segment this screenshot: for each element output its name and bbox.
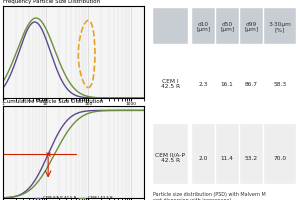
FancyBboxPatch shape: [153, 50, 188, 110]
Text: 2.3: 2.3: [199, 82, 208, 87]
FancyBboxPatch shape: [240, 50, 262, 110]
Text: Particle size distribution (PSD) with Malvern M
wet dispersion with isopropanol: Particle size distribution (PSD) with Ma…: [153, 192, 266, 200]
Text: 58.3: 58.3: [273, 82, 286, 87]
FancyBboxPatch shape: [153, 8, 188, 44]
FancyBboxPatch shape: [216, 50, 239, 110]
FancyBboxPatch shape: [264, 50, 296, 110]
FancyBboxPatch shape: [264, 8, 296, 44]
FancyBboxPatch shape: [240, 124, 262, 184]
FancyBboxPatch shape: [153, 124, 188, 184]
FancyBboxPatch shape: [216, 8, 239, 44]
Text: Cumulative Particle Size Distribution: Cumulative Particle Size Distribution: [3, 99, 103, 104]
FancyBboxPatch shape: [192, 124, 214, 184]
Text: 2.0: 2.0: [199, 156, 208, 160]
Legend: CEM II/A-P 42.5 R, CEM I 42.5 R: CEM II/A-P 42.5 R, CEM I 42.5 R: [34, 195, 113, 200]
Text: 53.2: 53.2: [245, 156, 258, 160]
Text: Frequency Particle Size Distribution: Frequency Particle Size Distribution: [3, 0, 100, 4]
Text: CEM I
42.5 R: CEM I 42.5 R: [161, 79, 180, 89]
Text: 11.4: 11.4: [221, 156, 234, 160]
X-axis label: Particle size [µm]: Particle size [µm]: [52, 112, 95, 117]
FancyBboxPatch shape: [216, 124, 239, 184]
Text: d99
[µm]: d99 [µm]: [244, 22, 258, 32]
Text: CEM II/A-P
42.5 R: CEM II/A-P 42.5 R: [155, 153, 185, 163]
FancyBboxPatch shape: [192, 50, 214, 110]
FancyBboxPatch shape: [264, 124, 296, 184]
Text: d10
[µm]: d10 [µm]: [196, 22, 210, 32]
FancyBboxPatch shape: [192, 8, 214, 44]
Text: 16.1: 16.1: [221, 82, 234, 87]
Text: 3-30µm
[%]: 3-30µm [%]: [268, 22, 291, 32]
Text: 70.0: 70.0: [273, 156, 286, 160]
FancyBboxPatch shape: [240, 8, 262, 44]
Text: d50
[µm]: d50 [µm]: [220, 22, 234, 32]
Text: 86.7: 86.7: [245, 82, 258, 87]
